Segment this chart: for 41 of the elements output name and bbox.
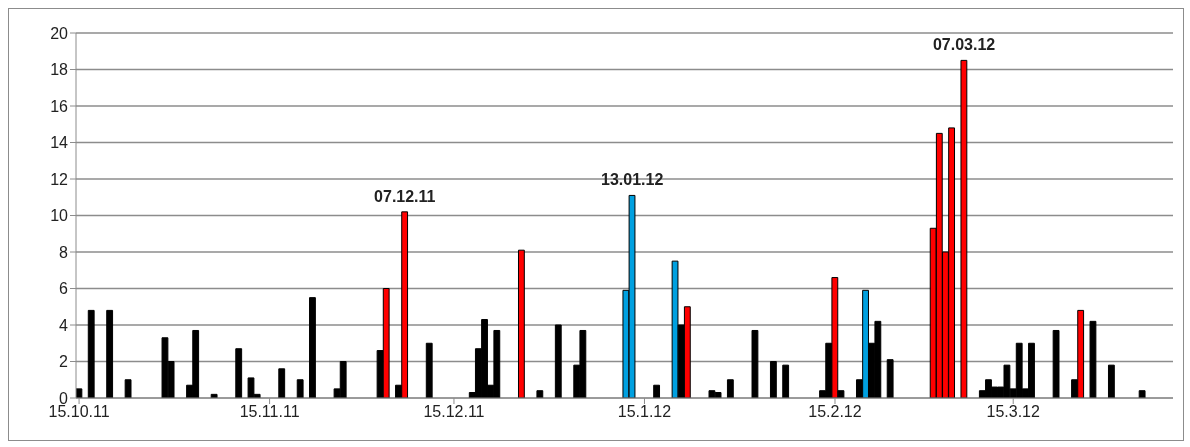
bar — [726, 379, 734, 398]
bar — [960, 59, 968, 398]
annotation: 07.03.12 — [932, 36, 996, 54]
annotation: 07.12.11 — [374, 187, 436, 205]
y-tick-label: 10 — [50, 207, 69, 225]
y-tick-label: 16 — [50, 97, 69, 115]
annotation: 13.01.12 — [601, 171, 664, 189]
y-tick-label: 12 — [50, 170, 69, 188]
bar — [1107, 364, 1115, 398]
y-tick-label: 14 — [50, 134, 69, 152]
bar — [1089, 320, 1097, 398]
bar — [1052, 329, 1060, 398]
bar — [886, 359, 894, 398]
x-tick-label: 15.3.12 — [986, 403, 1040, 421]
x-tick-label: 15.11.11 — [239, 403, 300, 421]
bar — [653, 384, 661, 398]
bar — [769, 361, 777, 398]
bar — [782, 364, 790, 398]
y-tick-label: 8 — [59, 243, 69, 261]
y-tick-label: 6 — [59, 280, 69, 298]
x-tick-label: 15.1.12 — [617, 403, 672, 421]
x-tick-label: 15.2.12 — [808, 403, 862, 421]
bar — [106, 309, 114, 398]
y-tick-label: 2 — [59, 353, 69, 371]
bar — [536, 390, 544, 398]
bar — [235, 348, 243, 398]
bar — [1138, 390, 1146, 398]
bar — [517, 249, 525, 398]
y-tick-label: 18 — [50, 61, 69, 79]
bar — [296, 379, 304, 398]
bar — [309, 297, 316, 398]
y-tick-label: 4 — [59, 316, 69, 334]
bar — [124, 379, 132, 398]
x-tick-label: 15.10.11 — [48, 403, 110, 421]
y-tick-label: 20 — [50, 24, 69, 42]
x-tick-label: 15.12.11 — [423, 403, 485, 421]
bar — [751, 329, 759, 398]
bar — [425, 342, 433, 398]
bar — [554, 324, 562, 398]
bar — [87, 309, 95, 398]
bar — [278, 368, 286, 398]
